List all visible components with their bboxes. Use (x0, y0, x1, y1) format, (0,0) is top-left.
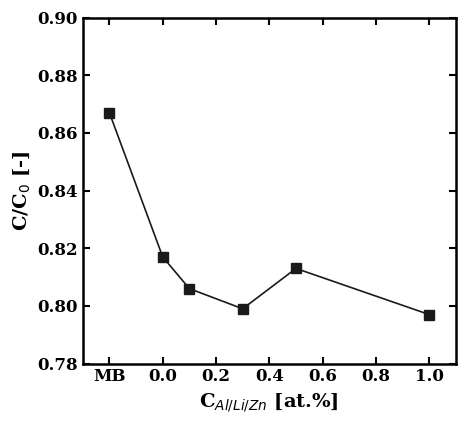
Y-axis label: C/C$_0$ [-]: C/C$_0$ [-] (11, 150, 32, 231)
X-axis label: C$_{Al/Li/Zn}$ [at.%]: C$_{Al/Li/Zn}$ [at.%] (199, 391, 339, 414)
